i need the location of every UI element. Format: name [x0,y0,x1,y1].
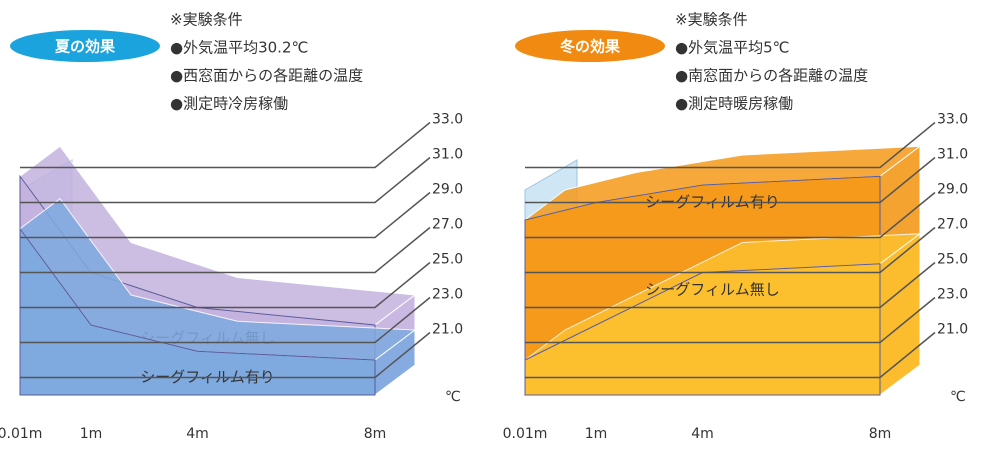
y-tick-label: 23.0 [937,287,968,303]
grid-line [525,121,936,169]
badge [10,30,160,62]
grid-line [20,331,431,379]
y-tick-label: 33.0 [432,112,463,128]
y-tick-label: 23.0 [432,287,463,303]
area [524,263,881,396]
condition: ●測定時冷房稼働 [170,95,288,113]
grid-line [20,191,431,239]
condition: ●外気温平均30.2℃ [170,39,308,57]
grid-line [525,261,936,309]
x-tick-label: 1m [80,426,103,442]
grid-line [525,191,936,239]
grid-line [20,156,431,204]
condition: ●外気温平均5℃ [675,39,789,57]
x-tick-label: 1m [585,426,608,442]
y-tick-label: 25.0 [432,252,463,268]
series-label: シーグフィルム無し [645,281,779,299]
x-tick-label: 0.01m [503,426,548,442]
badge-text: 冬の効果 [560,38,621,56]
x-tick-label: 4m [691,426,714,442]
badge [515,30,665,62]
y-unit: ℃ [445,389,461,405]
badge-text: 夏の効果 [54,38,116,56]
condition: ●測定時暖房稼働 [675,95,793,113]
y-tick-label: 21.0 [937,322,968,338]
grid-line [20,121,431,169]
area [19,227,376,396]
grid-line [20,261,431,309]
y-tick-label: 25.0 [937,252,968,268]
y-tick-label: 21.0 [432,322,463,338]
y-tick-label: 29.0 [432,182,463,198]
y-tick-label: 31.0 [432,147,463,163]
x-tick-label: 8m [364,426,387,442]
y-tick-label: 27.0 [432,217,463,233]
grid-line [525,296,936,344]
condition: ※実験条件 [675,11,748,29]
condition: ※実験条件 [170,11,243,29]
grid-line [20,296,431,344]
grid-line [20,226,431,274]
y-tick-label: 27.0 [937,217,968,233]
x-tick-label: 8m [869,426,892,442]
x-tick-label: 4m [186,426,209,442]
y-tick-label: 31.0 [937,147,968,163]
x-tick-label: 0.01m [0,426,42,442]
y-tick-label: 33.0 [937,112,968,128]
y-unit: ℃ [950,389,966,405]
grid-line [525,331,936,379]
condition: ●南窓面からの各距離の温度 [675,67,868,85]
condition: ●西窓面からの各距離の温度 [170,67,363,85]
grid-line [525,226,936,274]
y-tick-label: 29.0 [937,182,968,198]
grid-line [525,156,936,204]
